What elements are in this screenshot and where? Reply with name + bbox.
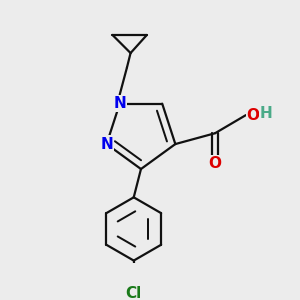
Text: H: H bbox=[259, 106, 272, 121]
Text: O: O bbox=[247, 108, 260, 123]
Text: N: N bbox=[113, 96, 126, 111]
Text: Cl: Cl bbox=[126, 286, 142, 300]
Text: O: O bbox=[208, 156, 222, 171]
Text: N: N bbox=[100, 136, 113, 152]
